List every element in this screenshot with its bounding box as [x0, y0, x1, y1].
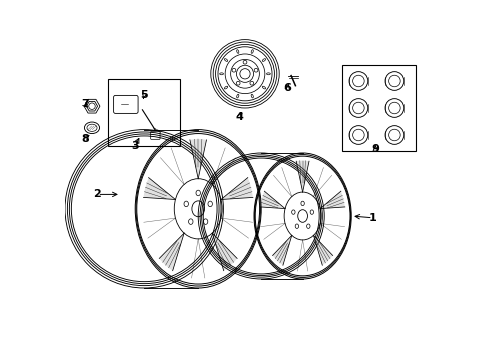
Polygon shape	[212, 233, 237, 271]
Polygon shape	[190, 139, 206, 179]
Bar	[108, 79, 180, 146]
Text: 7: 7	[81, 99, 89, 109]
Polygon shape	[260, 191, 285, 208]
Text: 8: 8	[81, 134, 89, 144]
Bar	[342, 65, 416, 151]
Polygon shape	[314, 235, 333, 265]
Polygon shape	[144, 177, 175, 199]
Polygon shape	[159, 233, 184, 271]
Text: 4: 4	[236, 112, 244, 122]
Polygon shape	[272, 235, 292, 265]
Text: 9: 9	[371, 144, 379, 154]
Text: 5: 5	[141, 90, 148, 100]
Text: 3: 3	[131, 141, 139, 151]
Polygon shape	[320, 191, 345, 208]
Text: 1: 1	[369, 213, 377, 223]
Text: 6: 6	[284, 83, 292, 93]
Polygon shape	[296, 161, 309, 192]
Text: 2: 2	[94, 189, 101, 199]
Polygon shape	[221, 177, 253, 199]
